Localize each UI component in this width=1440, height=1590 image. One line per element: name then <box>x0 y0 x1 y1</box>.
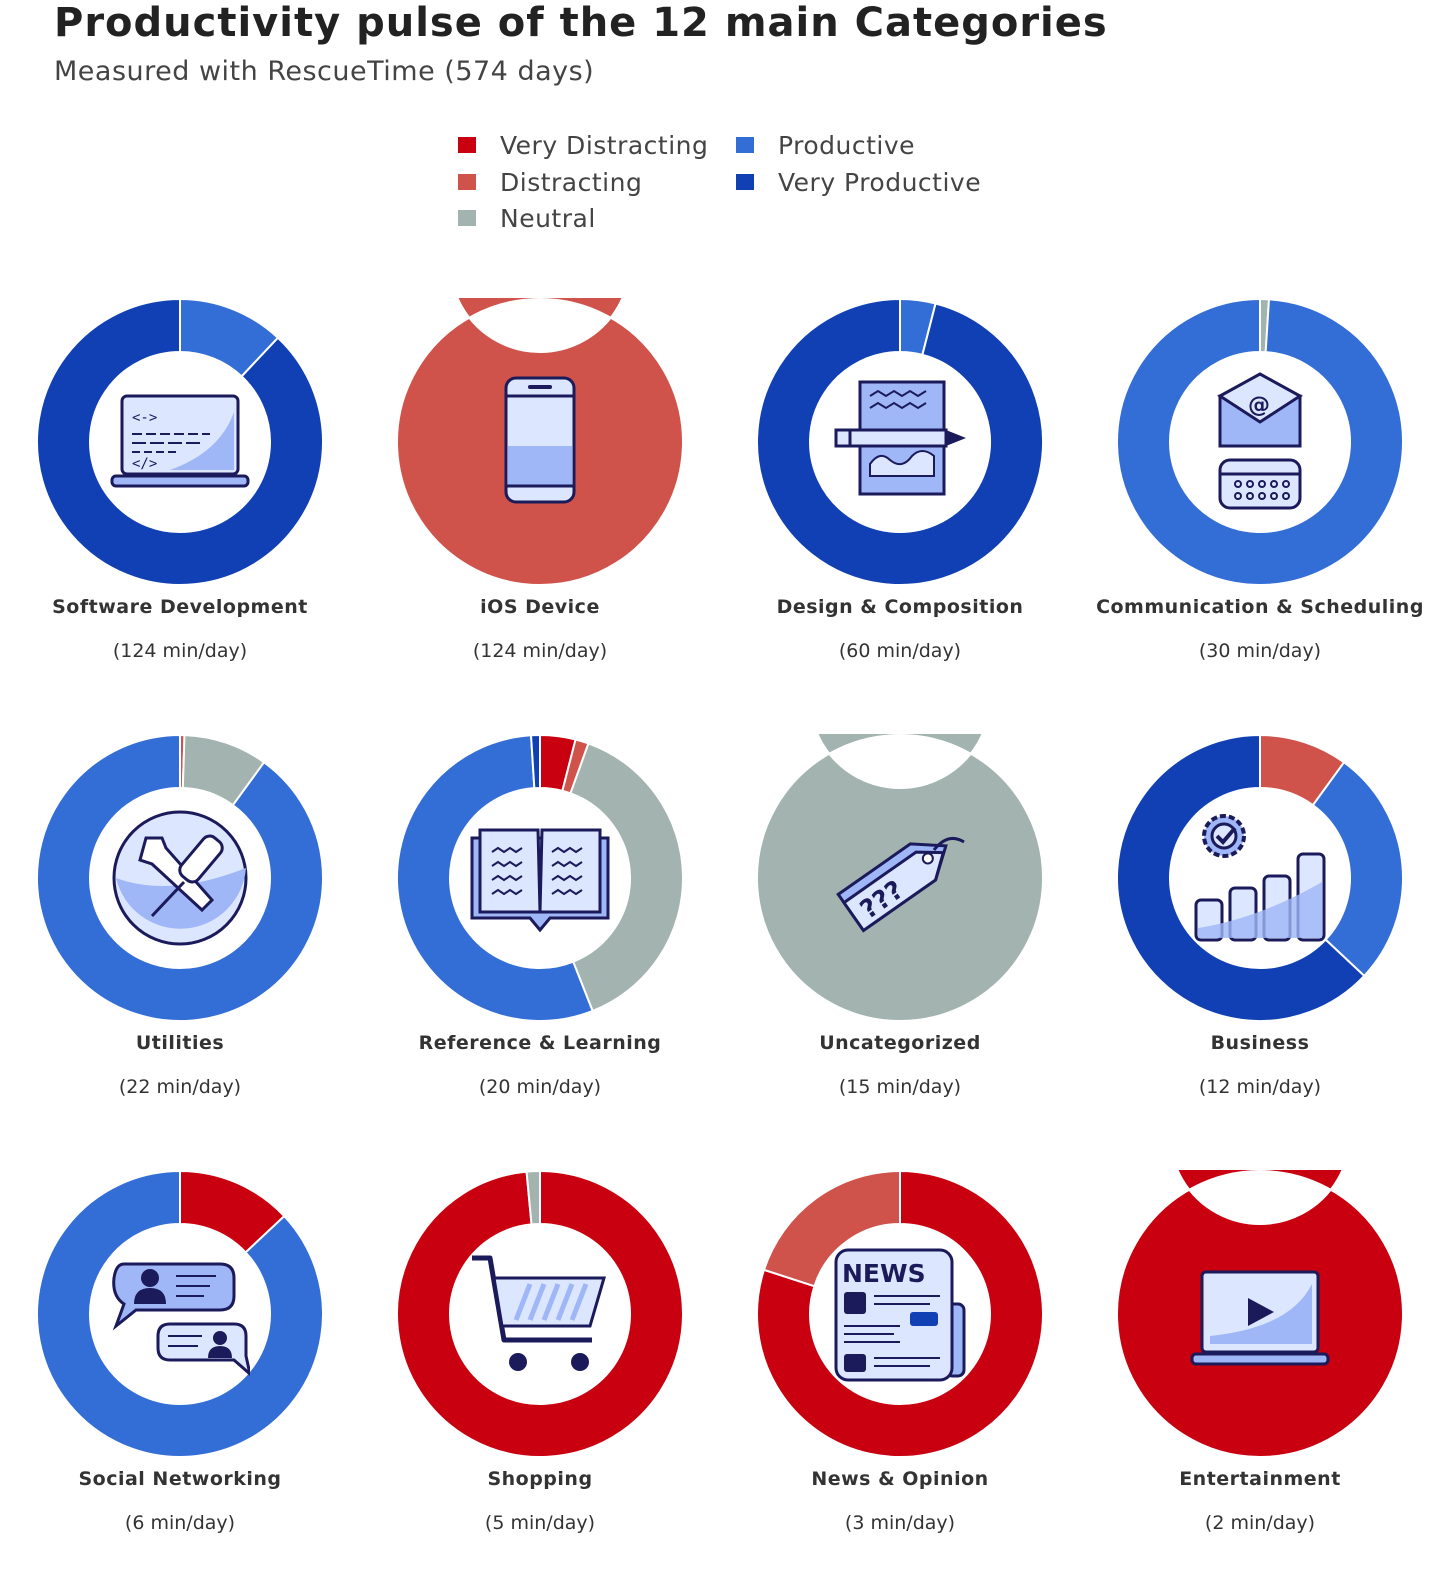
svg-text:NEWS: NEWS <box>842 1259 926 1288</box>
category-cell: <-> </> Software Development (124 min/da… <box>0 298 360 718</box>
chat-people-icon <box>112 1262 250 1376</box>
legend-item-neutral: Neutral <box>458 203 596 233</box>
category-name: iOS Device <box>480 596 600 618</box>
legend-label: Very Productive <box>778 167 982 197</box>
donut-slice-productive <box>396 734 594 1022</box>
category-name: Entertainment <box>1179 1468 1341 1490</box>
donut-slice-productive <box>1116 298 1404 586</box>
svg-text:</>: </> <box>132 456 157 472</box>
category-time: (124 min/day) <box>112 640 248 662</box>
donut-chart <box>1116 734 1404 1022</box>
donut-slice-very-productive <box>756 298 1044 586</box>
legend-swatch <box>458 210 476 226</box>
category-time: (2 min/day) <box>1204 1512 1316 1534</box>
category-cell: Design & Composition (60 min/day) <box>720 298 1080 718</box>
category-time: (124 min/day) <box>472 640 608 662</box>
newspaper-icon: NEWS <box>834 1248 966 1382</box>
category-cell: Utilities (22 min/day) <box>0 734 360 1154</box>
business-growth-icon <box>1194 814 1326 942</box>
laptop-code-icon: <-> </> <box>110 394 250 488</box>
donut-chart <box>756 298 1044 586</box>
category-time: (6 min/day) <box>124 1512 236 1534</box>
category-name: Utilities <box>135 1032 225 1054</box>
donut-slice-productive <box>36 1170 324 1458</box>
donut-slice-very-productive <box>1116 734 1366 1022</box>
donut-slice-neutral <box>525 1170 541 1226</box>
donut-slice-productive <box>36 734 324 1022</box>
category-name: Business <box>1210 1032 1310 1054</box>
category-cell: Entertainment (2 min/day) <box>1080 1170 1440 1590</box>
donut-slice-very-distracting <box>396 1170 684 1458</box>
smartphone-icon <box>504 376 576 504</box>
category-cell: ??? Uncategorized (15 min/day) <box>720 734 1080 1154</box>
category-cell: Social Networking (6 min/day) <box>0 1170 360 1590</box>
category-time: (22 min/day) <box>118 1076 242 1098</box>
category-name: News & Opinion <box>811 1468 989 1490</box>
donut-slice-very-productive <box>529 734 541 790</box>
email-calendar-icon: @ <box>1217 372 1303 510</box>
tools-icon <box>112 810 248 946</box>
donut-slice-productive <box>1311 760 1404 978</box>
category-name: Reference & Learning <box>418 1032 662 1054</box>
category-name: Shopping <box>487 1468 593 1490</box>
legend-label: Distracting <box>500 167 643 197</box>
pencil-canvas-icon <box>834 380 966 496</box>
shopping-cart-icon <box>472 1255 606 1371</box>
legend-item-productive: Productive <box>736 130 915 160</box>
video-player-icon <box>1190 1270 1330 1366</box>
question-tag-icon: ??? <box>836 836 965 933</box>
donut-chart <box>36 734 324 1022</box>
chart-legend: Very Distracting Distracting Neutral Pro… <box>458 128 1058 238</box>
category-time: (30 min/day) <box>1198 640 1322 662</box>
legend-label: Neutral <box>500 203 596 233</box>
donut-chart <box>396 1170 684 1458</box>
category-time: (20 min/day) <box>478 1076 602 1098</box>
donut-slice-neutral <box>569 742 684 1013</box>
category-name: Design & Composition <box>776 596 1024 618</box>
page-subtitle: Measured with RescueTime (574 days) <box>54 56 595 87</box>
category-name: Uncategorized <box>819 1032 981 1054</box>
category-time: (12 min/day) <box>1198 1076 1322 1098</box>
category-name: Communication & Scheduling <box>1096 596 1424 618</box>
legend-item-very-productive: Very Productive <box>736 167 981 197</box>
legend-swatch <box>736 174 754 190</box>
category-time: (3 min/day) <box>844 1512 956 1534</box>
donut-chart <box>36 298 324 586</box>
svg-text:@: @ <box>1248 393 1270 418</box>
legend-swatch <box>458 174 476 190</box>
category-cell: Shopping (5 min/day) <box>360 1170 720 1590</box>
legend-item-distracting: Distracting <box>458 167 642 197</box>
page-title: Productivity pulse of the 12 main Catego… <box>54 0 1108 46</box>
legend-swatch <box>736 137 754 153</box>
category-cell: Business (12 min/day) <box>1080 734 1440 1154</box>
donut-chart <box>756 1170 1044 1458</box>
legend-label: Productive <box>778 130 916 160</box>
donut-slice-very-productive <box>36 298 324 586</box>
donut-chart <box>396 734 684 1022</box>
svg-text:<->: <-> <box>132 410 157 426</box>
open-book-icon <box>470 828 610 933</box>
category-cell: Reference & Learning (20 min/day) <box>360 734 720 1154</box>
category-name: Software Development <box>52 596 308 618</box>
donut-chart <box>1116 298 1404 586</box>
category-cell: @ Communication & Scheduling (30 min/day… <box>1080 298 1440 718</box>
legend-label: Very Distracting <box>500 130 709 160</box>
category-cell: NEWS News & Opinion (3 min/day) <box>720 1170 1080 1590</box>
category-time: (15 min/day) <box>838 1076 962 1098</box>
category-name: Social Networking <box>78 1468 282 1490</box>
donut-chart <box>36 1170 324 1458</box>
legend-swatch <box>458 137 476 153</box>
donut-slice-distracting <box>762 1170 901 1288</box>
legend-item-very-distracting: Very Distracting <box>458 130 708 160</box>
category-time: (5 min/day) <box>484 1512 596 1534</box>
category-cell: iOS Device (124 min/day) <box>360 298 720 718</box>
donut-slice-very-distracting <box>756 1170 1044 1458</box>
category-time: (60 min/day) <box>838 640 962 662</box>
